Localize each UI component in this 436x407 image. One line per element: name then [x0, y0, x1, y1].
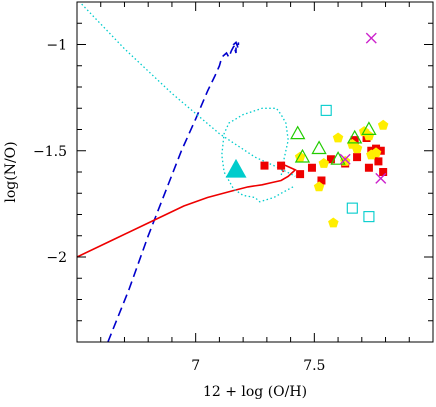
- point-red-square: [374, 157, 383, 166]
- point-yellow-pentagon: [318, 158, 330, 168]
- point-yellow-pentagon: [332, 132, 344, 143]
- point-cyan-filled-triangle: [225, 158, 247, 178]
- point-red-square: [307, 163, 316, 172]
- y-tick-labels: −1 −1.5 −2: [33, 38, 67, 267]
- x-tick-labels: 7 7.5: [191, 358, 325, 374]
- point-yellow-pentagon: [313, 181, 325, 192]
- point-yellow-pentagon: [328, 217, 339, 228]
- y-tick-label: −1: [46, 38, 67, 54]
- point-red-square: [317, 176, 326, 185]
- point-yellow-pentagon: [340, 155, 351, 166]
- x-axis-label: 12 + log (O/H): [203, 384, 307, 400]
- y-tick-label: −1.5: [33, 144, 67, 160]
- point-red-square: [296, 170, 305, 179]
- point-red-square: [326, 155, 335, 164]
- axis-ticks: [76, 1, 434, 343]
- point-green-open-triangle: [330, 151, 346, 165]
- dotted-track-line: [221, 107, 294, 203]
- point-yellow-pentagon: [370, 147, 382, 158]
- y-axis-label: log(N/O): [3, 141, 19, 202]
- point-red-square: [350, 136, 359, 145]
- point-yellow-pentagon: [377, 119, 389, 130]
- point-magenta-cross: [375, 172, 387, 184]
- point-red-square: [260, 161, 269, 170]
- point-yellow-pentagon: [351, 143, 363, 154]
- point-magenta-cross: [339, 153, 351, 165]
- x-tick-label: 7: [191, 358, 200, 374]
- model-lines: [77, 3, 297, 342]
- point-red-square: [379, 168, 388, 176]
- point-cyan-open-square: [346, 202, 358, 214]
- y-tick-label: −2: [46, 250, 67, 266]
- point-cyan-open-square: [320, 104, 332, 116]
- point-red-square: [364, 163, 373, 172]
- point-magenta-cross: [365, 32, 377, 44]
- point-cyan-open-square: [363, 211, 375, 223]
- data-points: [225, 32, 389, 228]
- point-green-open-triangle: [290, 125, 306, 140]
- dashed-track-line: [107, 41, 240, 342]
- point-green-open-triangle: [311, 140, 327, 155]
- point-green-open-triangle: [361, 121, 377, 135]
- point-green-open-triangle: [294, 148, 311, 163]
- point-green-open-triangle: [346, 129, 363, 144]
- point-red-square: [376, 146, 385, 155]
- point-yellow-pentagon: [363, 130, 375, 141]
- point-red-square: [353, 153, 362, 162]
- dotted-track-line: [81, 3, 296, 177]
- x-tick-label: 7.5: [303, 358, 325, 374]
- solid-track-line: [77, 162, 297, 258]
- point-red-square: [277, 161, 286, 170]
